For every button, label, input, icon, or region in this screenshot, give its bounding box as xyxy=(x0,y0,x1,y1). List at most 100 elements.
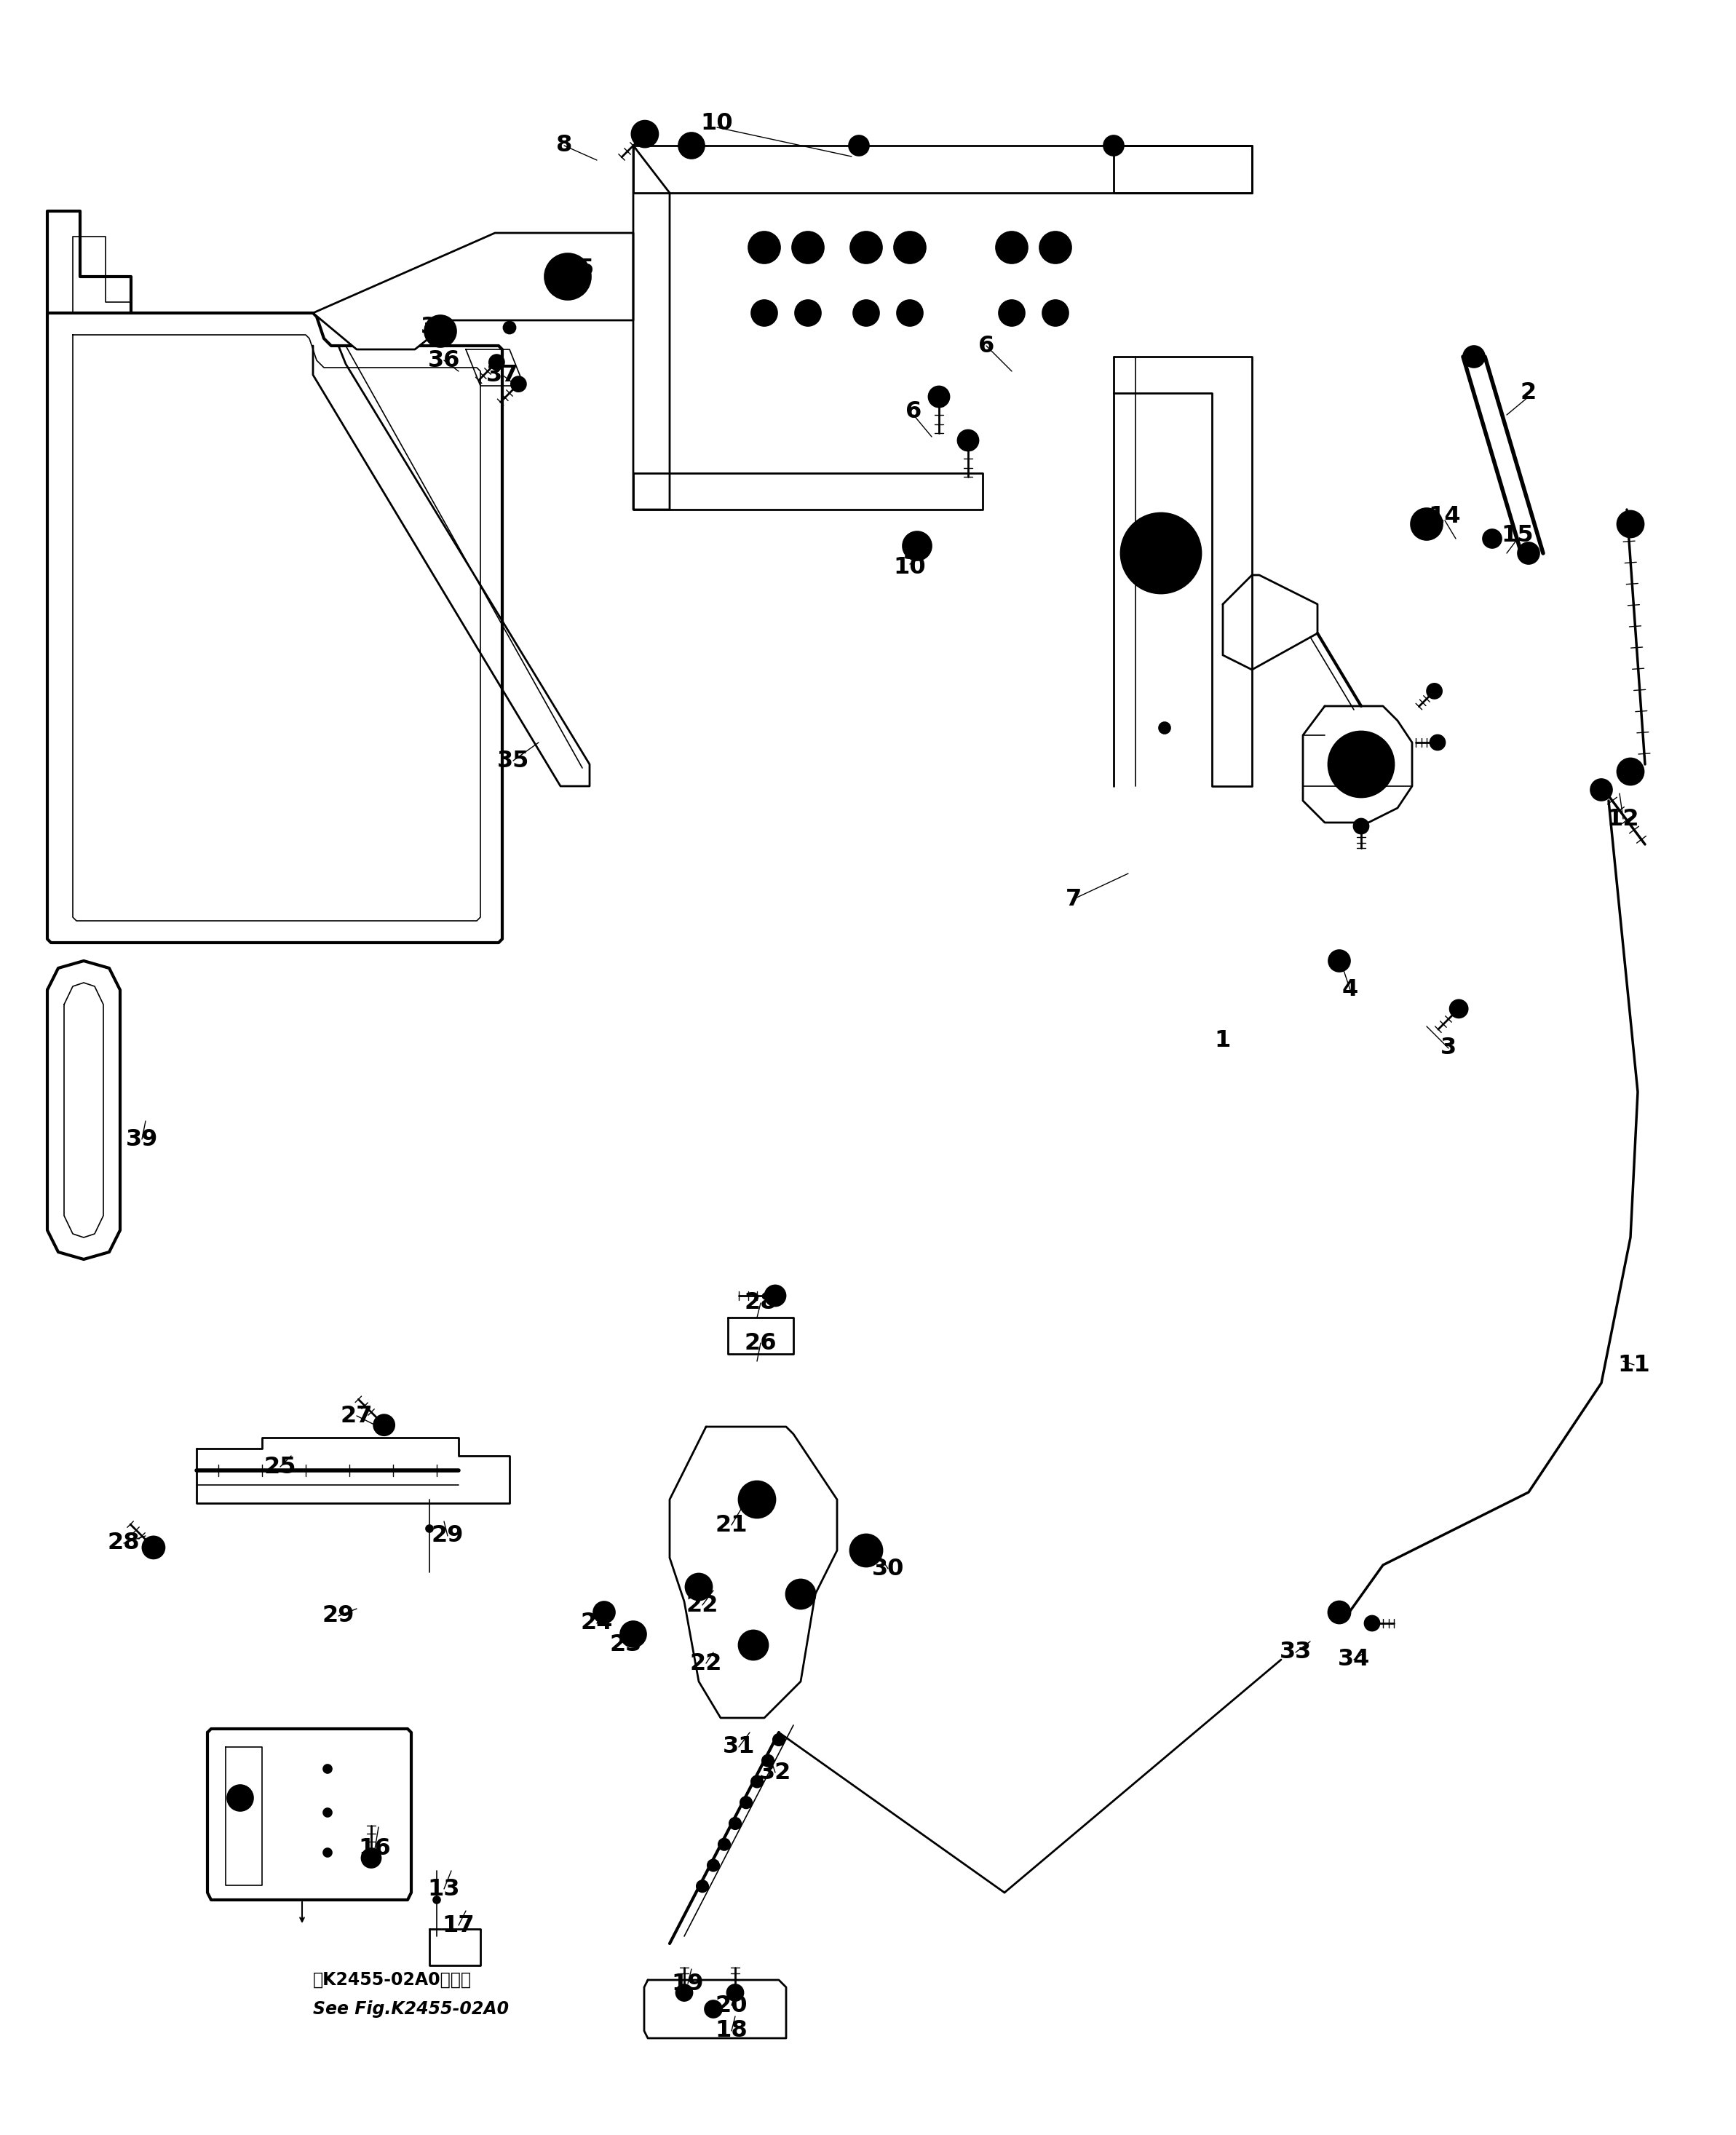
Circle shape xyxy=(1005,305,1019,320)
Polygon shape xyxy=(465,350,524,386)
Circle shape xyxy=(1618,510,1644,538)
Text: 22: 22 xyxy=(689,1652,722,1674)
Circle shape xyxy=(1047,239,1064,256)
Polygon shape xyxy=(207,1729,411,1900)
Circle shape xyxy=(771,1292,779,1300)
Circle shape xyxy=(639,128,651,141)
Circle shape xyxy=(1450,999,1467,1018)
Circle shape xyxy=(1483,529,1502,549)
Circle shape xyxy=(490,354,503,369)
Circle shape xyxy=(378,1420,389,1430)
Polygon shape xyxy=(1115,357,1252,786)
Text: 29: 29 xyxy=(323,1606,354,1627)
Circle shape xyxy=(1625,519,1637,529)
Circle shape xyxy=(1160,722,1170,734)
Circle shape xyxy=(686,1573,712,1599)
Polygon shape xyxy=(1115,145,1252,192)
Circle shape xyxy=(852,299,878,327)
Circle shape xyxy=(1434,739,1441,745)
Text: 37: 37 xyxy=(486,363,519,386)
Circle shape xyxy=(681,1988,687,1996)
Circle shape xyxy=(903,532,932,562)
Circle shape xyxy=(361,1849,380,1868)
Polygon shape xyxy=(634,474,983,510)
Circle shape xyxy=(1003,239,1021,256)
Circle shape xyxy=(752,299,778,327)
Text: 31: 31 xyxy=(722,1736,755,1759)
Text: 33: 33 xyxy=(1279,1642,1312,1663)
Text: 6: 6 xyxy=(977,335,995,357)
Circle shape xyxy=(1328,1601,1351,1623)
Circle shape xyxy=(740,1631,767,1659)
Circle shape xyxy=(708,2005,717,2013)
Text: 13: 13 xyxy=(427,1877,460,1900)
Circle shape xyxy=(705,2000,722,2018)
Circle shape xyxy=(792,231,825,263)
Polygon shape xyxy=(429,1930,481,1966)
Text: 2: 2 xyxy=(1521,382,1536,404)
Circle shape xyxy=(561,269,575,284)
Circle shape xyxy=(1430,687,1437,694)
Text: 19: 19 xyxy=(672,1973,705,1994)
Circle shape xyxy=(854,141,865,152)
Text: 1: 1 xyxy=(1215,1029,1231,1053)
Circle shape xyxy=(1328,950,1351,971)
Circle shape xyxy=(148,1541,160,1552)
Polygon shape xyxy=(1222,574,1318,670)
Text: 39: 39 xyxy=(125,1127,158,1151)
Circle shape xyxy=(1104,135,1123,156)
Circle shape xyxy=(620,1620,646,1648)
Circle shape xyxy=(1590,779,1613,801)
Circle shape xyxy=(851,231,882,263)
Text: 9: 9 xyxy=(901,542,918,564)
Circle shape xyxy=(1488,534,1496,544)
Circle shape xyxy=(898,299,924,327)
Text: 23: 23 xyxy=(609,1633,642,1657)
Polygon shape xyxy=(196,1437,510,1503)
Text: 20: 20 xyxy=(715,1994,748,2018)
Circle shape xyxy=(1049,305,1062,320)
Polygon shape xyxy=(634,145,1252,192)
Circle shape xyxy=(958,431,979,450)
Circle shape xyxy=(323,1764,332,1774)
Circle shape xyxy=(757,305,771,320)
Circle shape xyxy=(1364,1616,1380,1631)
Circle shape xyxy=(594,1601,615,1623)
Circle shape xyxy=(1517,542,1540,564)
Text: 15: 15 xyxy=(1502,523,1535,547)
Circle shape xyxy=(858,239,875,256)
Circle shape xyxy=(719,1838,731,1851)
Circle shape xyxy=(851,1535,882,1567)
Circle shape xyxy=(432,325,448,339)
Text: 10: 10 xyxy=(894,557,925,579)
Circle shape xyxy=(786,1580,816,1608)
Circle shape xyxy=(1358,822,1364,831)
Circle shape xyxy=(1427,683,1441,698)
Circle shape xyxy=(1455,1003,1463,1014)
Circle shape xyxy=(903,305,917,320)
Text: 28: 28 xyxy=(745,1292,778,1315)
Circle shape xyxy=(773,1734,785,1746)
Circle shape xyxy=(795,299,821,327)
Circle shape xyxy=(1040,231,1071,263)
Circle shape xyxy=(554,263,582,290)
Text: 38: 38 xyxy=(420,316,453,339)
Circle shape xyxy=(1368,1620,1375,1627)
Circle shape xyxy=(632,122,658,147)
Circle shape xyxy=(684,139,700,154)
Text: 27: 27 xyxy=(340,1405,373,1426)
Circle shape xyxy=(934,391,944,401)
Polygon shape xyxy=(47,314,502,944)
Circle shape xyxy=(366,1853,377,1862)
Polygon shape xyxy=(312,233,634,350)
Circle shape xyxy=(1109,141,1118,152)
Circle shape xyxy=(1430,734,1444,749)
Text: 11: 11 xyxy=(1618,1354,1651,1377)
Text: 30: 30 xyxy=(871,1556,904,1580)
Circle shape xyxy=(799,239,816,256)
Circle shape xyxy=(849,135,870,156)
Circle shape xyxy=(323,1808,332,1817)
Text: 4: 4 xyxy=(1342,978,1358,1001)
Text: 29: 29 xyxy=(432,1524,464,1548)
Circle shape xyxy=(998,299,1024,327)
